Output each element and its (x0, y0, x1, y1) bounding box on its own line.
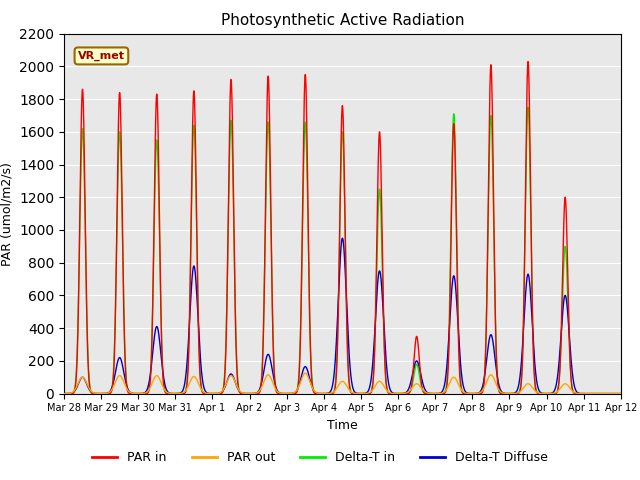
Title: Photosynthetic Active Radiation: Photosynthetic Active Radiation (221, 13, 464, 28)
Legend: PAR in, PAR out, Delta-T in, Delta-T Diffuse: PAR in, PAR out, Delta-T in, Delta-T Dif… (87, 446, 553, 469)
Y-axis label: PAR (umol/m2/s): PAR (umol/m2/s) (1, 162, 13, 265)
Text: VR_met: VR_met (78, 51, 125, 61)
X-axis label: Time: Time (327, 419, 358, 432)
